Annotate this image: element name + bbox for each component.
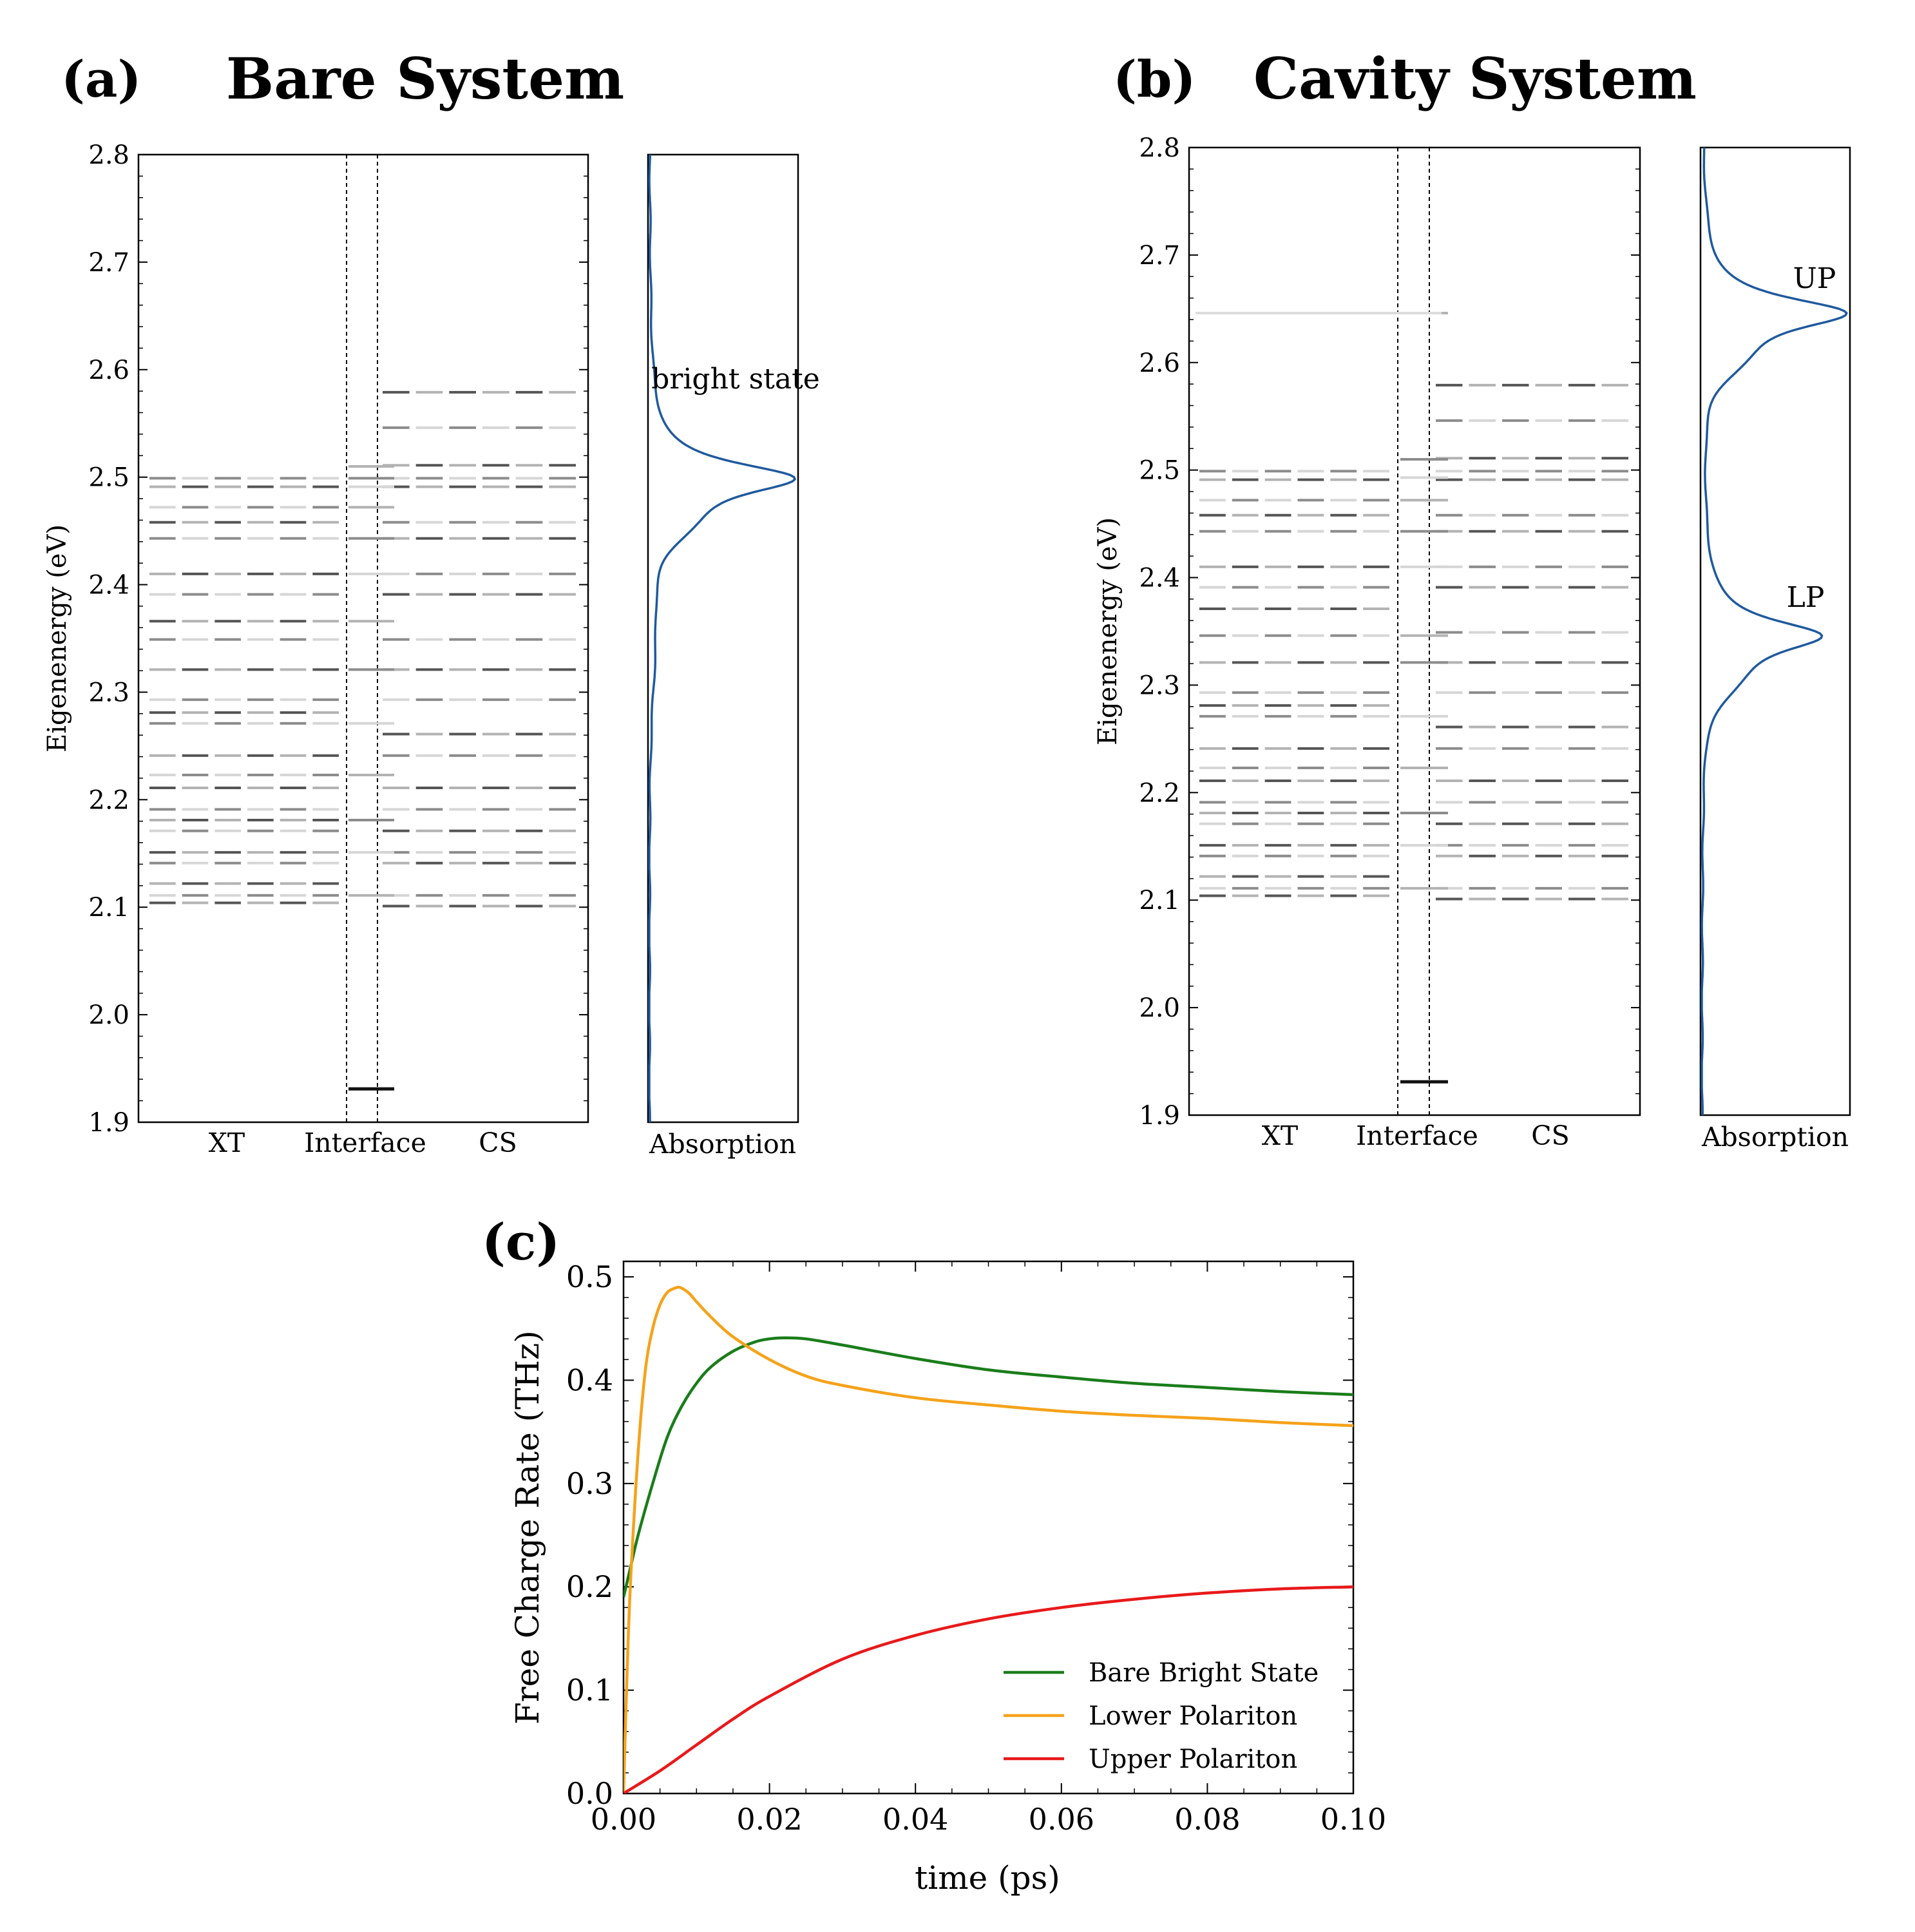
panel-a-category-xt: XT (209, 1127, 245, 1158)
y-tick-label: 2.0 (1139, 993, 1180, 1023)
y-tick-label: 2.8 (1139, 133, 1180, 163)
panel-b-levels-frame (1188, 146, 1641, 1116)
series-bare-bright-state (624, 1336, 1353, 1598)
y-tick-label: 2.3 (88, 678, 129, 707)
y-tick-label: 0.2 (566, 1569, 613, 1604)
panel-b-y-axis: 1.9 2.0 2.1 2.2 2.3 2.4 2.5 2.6 2.7 2.8 (1139, 133, 1640, 1131)
x-tick-label: 0.00 (591, 1802, 656, 1837)
panel-a-absorption-label: Absorption (649, 1129, 796, 1160)
y-tick-label: 2.7 (88, 248, 129, 278)
series-lower-polariton (624, 1285, 1353, 1793)
y-tick-label: 2.2 (88, 785, 129, 815)
y-tick-label: 1.9 (88, 1108, 129, 1138)
panel-c-x-axis-label: time (ps) (915, 1859, 1060, 1897)
y-tick-label: 2.3 (1139, 671, 1180, 700)
panel-a-title: Bare System (226, 45, 624, 112)
x-tick-label: 0.06 (1029, 1802, 1094, 1837)
panel-c-legend: Bare Bright State Lower Polariton Upper … (1004, 1658, 1319, 1774)
y-tick-label: 2.6 (88, 356, 129, 385)
panel-a-absorption-frame (647, 153, 799, 1124)
panel-b-category-interface: Interface (1356, 1120, 1478, 1151)
panel-b-category-cs: CS (1531, 1120, 1569, 1151)
y-tick-label: 2.1 (88, 893, 129, 923)
panel-b-absorption-curve (1701, 147, 1848, 1115)
panel-a-category-cs: CS (479, 1127, 517, 1158)
y-tick-label: 2.7 (1139, 241, 1180, 271)
panel-a-label: (a) (61, 50, 141, 109)
x-tick-label: 0.02 (736, 1802, 802, 1837)
panel-b-category-xt: XT (1262, 1120, 1299, 1151)
y-tick-label: 2.4 (88, 571, 129, 600)
y-tick-label: 0.1 (566, 1673, 613, 1708)
legend-label-lower-polariton: Lower Polariton (1089, 1701, 1297, 1731)
x-tick-label: 0.04 (882, 1802, 948, 1837)
x-tick-label: 0.08 (1174, 1802, 1240, 1837)
x-tick-label: 0.10 (1320, 1802, 1386, 1837)
series-upper-polariton (624, 1585, 1353, 1793)
panel-a: (a) Bare System 1.9 2.0 2.1 2.2 2.3 2.4 2.5 2.6… (43, 45, 820, 1160)
panel-a-y-axis-label: Eigenenergy (eV) (43, 524, 72, 752)
panel-c-axes: 0.00 0.02 0.04 0.06 0.08 0.10 0.0 0.1 0.2 0.3 0.4 0… (566, 1259, 1386, 1837)
y-tick-label: 2.0 (88, 1000, 129, 1030)
panel-b-label: (b) (1113, 50, 1196, 109)
panel-a-peak-label-bright-state: bright state (651, 363, 820, 396)
legend-label-upper-polariton: Upper Polariton (1089, 1745, 1297, 1774)
panel-b-absorption-label: Absorption (1701, 1122, 1849, 1153)
y-tick-label: 2.5 (88, 463, 129, 493)
y-tick-label: 2.6 (1139, 349, 1180, 378)
panel-b-title: Cavity System (1253, 45, 1697, 112)
y-tick-label: 0.5 (566, 1259, 613, 1294)
panel-c-series (624, 1285, 1353, 1793)
panel-c: (c) 0.00 0.02 0.04 0.06 0.08 0.10 0.0 0.1 0.2 0.3… (482, 1213, 1386, 1897)
y-tick-label: 0.4 (566, 1363, 613, 1397)
legend-label-bare-bright-state: Bare Bright State (1089, 1658, 1319, 1688)
y-tick-label: 2.2 (1139, 778, 1180, 808)
panel-b-absorption-frame (1699, 146, 1851, 1116)
panel-a-levels-frame (137, 153, 589, 1124)
panel-b-energy-levels (1196, 312, 1628, 1084)
panel-c-y-axis-label: Free Charge Rate (THz) (509, 1330, 546, 1725)
panel-b: (b) Cavity System 1.9 2.0 2.1 2.2 2.3 2.4 2.5 2… (1093, 45, 1851, 1153)
panel-a-y-axis: 1.9 2.0 2.1 2.2 2.3 2.4 2.5 2.6 2.7 2.8 (88, 140, 588, 1138)
y-tick-label: 1.9 (1139, 1101, 1180, 1131)
panel-c-label: (c) (482, 1213, 560, 1272)
y-tick-label: 0.3 (566, 1466, 613, 1501)
y-tick-label: 2.8 (88, 140, 129, 170)
y-tick-label: 2.1 (1139, 886, 1180, 915)
panel-b-y-axis-label: Eigenenergy (eV) (1093, 517, 1123, 745)
panel-a-category-interface: Interface (304, 1127, 426, 1158)
panel-a-absorption-curve (648, 154, 797, 1122)
y-tick-label: 0.0 (566, 1776, 613, 1811)
panel-a-energy-levels (149, 390, 576, 1091)
y-tick-label: 2.4 (1139, 564, 1180, 593)
panel-b-peak-label-lp: LP (1787, 581, 1825, 614)
panel-b-peak-label-up: UP (1793, 262, 1836, 295)
y-tick-label: 2.5 (1139, 456, 1180, 486)
